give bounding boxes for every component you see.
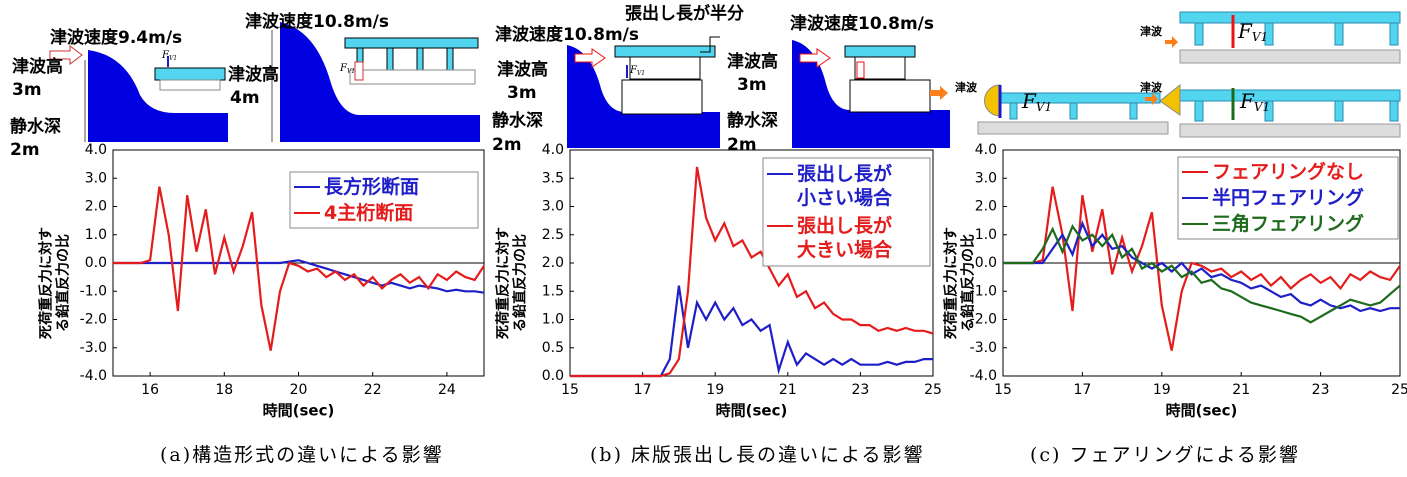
y-tick-label: 3.5 <box>542 170 564 186</box>
diagram-label: 津波 <box>1140 80 1163 94</box>
y-tick-label: 4.0 <box>85 142 107 158</box>
x-tick-label: 15 <box>561 382 579 398</box>
diagram-a-rect <box>50 46 228 142</box>
diagram-label: 静水深 <box>492 110 543 131</box>
y-tick-label: 3.0 <box>542 199 564 215</box>
diagram-label: 3m <box>737 75 767 95</box>
diagram-label: 津波速度10.8m/s <box>245 11 389 32</box>
diagram-b-right <box>792 40 950 148</box>
force-f: F <box>1239 89 1255 113</box>
x-tick-label: 21 <box>779 382 797 398</box>
caption: (b) 床版張出し長の違いによる影響 <box>590 444 924 466</box>
x-tick-label: 19 <box>706 382 724 398</box>
y-axis-label: 死荷重反力に対する鉛直反力の比 <box>943 227 977 340</box>
y-axis-label: 死荷重反力に対する鉛直反力の比 <box>38 227 72 340</box>
y-axis-label: 死荷重反力に対する鉛直反力の比 <box>495 227 529 340</box>
diagram-label: 3m <box>12 80 42 100</box>
diagram-label: 津波高 <box>497 59 548 80</box>
x-tick-label: 16 <box>141 382 159 398</box>
y-tick-label: 0.5 <box>542 340 564 356</box>
y-tick-label: -3.0 <box>970 340 997 356</box>
force-sub: V1 <box>1036 100 1052 114</box>
x-tick-label: 19 <box>1153 382 1171 398</box>
y-tick-label: 1.0 <box>542 312 564 328</box>
legend-label: 4主桁断面 <box>324 201 413 224</box>
x-tick-label: 18 <box>215 382 233 398</box>
y-tick-label: 1.0 <box>975 227 997 243</box>
legend-label: 半円フェアリング <box>1212 186 1364 209</box>
diagram-label: 津波高 <box>727 51 778 72</box>
force-sub: V1 <box>637 70 645 77</box>
force-f: F <box>1237 19 1253 43</box>
force-sub: V1 <box>169 55 177 62</box>
force-symbol: FV1 <box>161 50 177 62</box>
x-tick-label: 17 <box>1073 382 1091 398</box>
x-tick-label: 23 <box>1312 382 1330 398</box>
x-tick-label: 25 <box>924 382 942 398</box>
diagram-label: 津波 <box>1140 24 1163 38</box>
diagram-label: 津波速度9.4m/s <box>50 27 182 48</box>
diagram-b-left <box>567 37 720 148</box>
y-tick-label: 4.0 <box>975 142 997 158</box>
caption: (a)構造形式の違いによる影響 <box>160 444 444 466</box>
y-tick-label: -2.0 <box>80 312 107 328</box>
caption: (c) フェアリングによる影響 <box>1030 444 1300 466</box>
legend-label: 三角フェアリング <box>1212 212 1364 235</box>
y-tick-label: 0.0 <box>85 255 107 271</box>
diagram-label: 2m <box>10 140 40 160</box>
diagram-label: 静水深 <box>10 116 61 137</box>
force-sub: V1 <box>1254 100 1270 114</box>
diagram-label: 津波高 <box>228 64 279 85</box>
legend-label: 長方形断面 <box>324 175 419 198</box>
diagram-a-girder <box>272 22 480 142</box>
x-tick-label: 24 <box>438 382 456 398</box>
y-tick-label: -4.0 <box>970 368 997 384</box>
force-sub: V1 <box>347 68 355 75</box>
diagram-label: 3m <box>507 83 537 103</box>
x-axis-label: 時間(sec) <box>716 402 788 420</box>
diagram-label: 津波 <box>955 80 978 94</box>
y-tick-label: 3.0 <box>975 170 997 186</box>
diagram-label: 張出し長が半分 <box>625 3 744 24</box>
y-tick-label: -4.0 <box>80 368 107 384</box>
diagram-label: 津波速度10.8m/s <box>790 13 934 34</box>
y-tick-label: 2.0 <box>542 255 564 271</box>
diagram-label: 静水深 <box>727 110 778 131</box>
x-tick-label: 23 <box>851 382 869 398</box>
x-tick-label: 21 <box>1232 382 1250 398</box>
y-tick-label: 2.5 <box>542 227 564 243</box>
diagram-label: 2m <box>492 135 522 155</box>
y-tick-label: 1.0 <box>85 227 107 243</box>
x-tick-label: 15 <box>994 382 1012 398</box>
y-tick-label: 3.0 <box>85 170 107 186</box>
y-tick-label: 2.0 <box>85 199 107 215</box>
diagram-label: 津波高 <box>12 56 63 77</box>
x-tick-label: 22 <box>364 382 382 398</box>
legend-label: フェアリングなし <box>1212 160 1364 183</box>
y-tick-label: 2.0 <box>975 199 997 215</box>
y-tick-label: -3.0 <box>80 340 107 356</box>
diagram-label: 津波速度10.8m/s <box>495 24 639 45</box>
force-sub: V1 <box>1252 30 1268 44</box>
x-tick-label: 17 <box>634 382 652 398</box>
force-symbol: FV1 <box>1021 89 1052 114</box>
x-axis-label: 時間(sec) <box>1166 402 1238 420</box>
force-f: F <box>1021 89 1037 113</box>
x-tick-label: 25 <box>1391 382 1407 398</box>
diagram-c <box>978 12 1400 137</box>
x-axis-label: 時間(sec) <box>263 402 335 420</box>
diagram-label: 4m <box>230 88 260 108</box>
x-tick-label: 20 <box>290 382 308 398</box>
figure: 津波速度9.4m/s 津波高 3m 静水深 2m 津波速度10.8m/s 津波高… <box>0 0 1407 477</box>
y-tick-label: 1.5 <box>542 283 564 299</box>
force-symbol: FV1 <box>339 63 355 75</box>
y-tick-label: -1.0 <box>80 283 107 299</box>
y-tick-label: 0.0 <box>975 255 997 271</box>
y-tick-label: 4.0 <box>542 142 564 158</box>
